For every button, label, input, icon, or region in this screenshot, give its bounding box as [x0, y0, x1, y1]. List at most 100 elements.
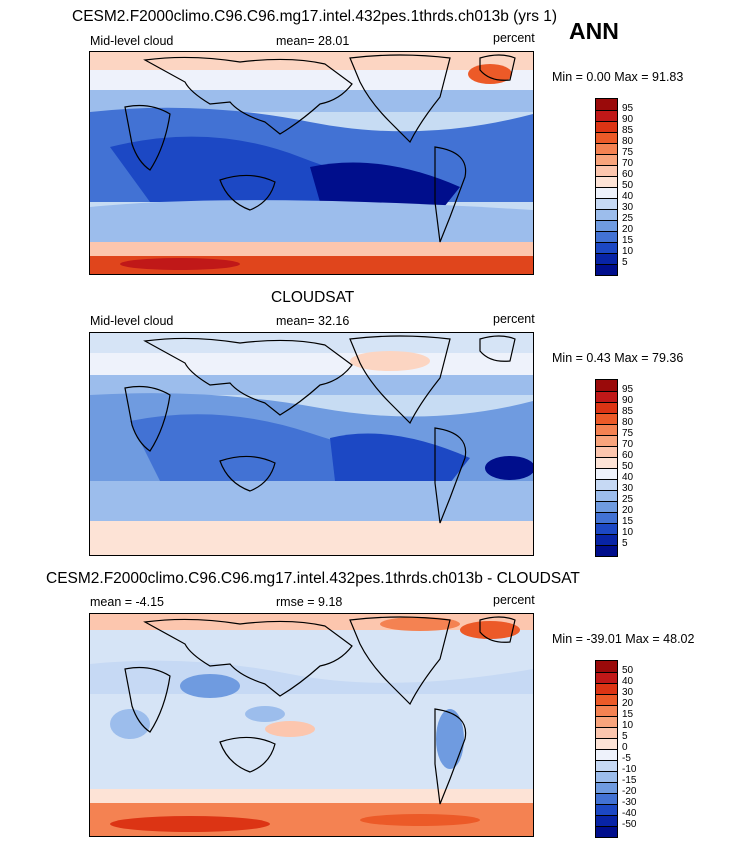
- colorbar-label: -15: [622, 775, 637, 786]
- panel2-colorbar: [595, 379, 618, 557]
- colorbar-swatch: [596, 121, 617, 132]
- colorbar-label: -30: [622, 797, 637, 808]
- colorbar-label: 60: [622, 450, 634, 461]
- colorbar-label: 30: [622, 687, 634, 698]
- colorbar-label: 40: [622, 191, 634, 202]
- panel3-colorbar: [595, 660, 618, 838]
- colorbar-label: 95: [622, 384, 634, 395]
- colorbar-swatch: [596, 826, 617, 837]
- colorbar-swatch: [596, 446, 617, 457]
- colorbar-label: -20: [622, 786, 637, 797]
- colorbar-swatch: [596, 143, 617, 154]
- colorbar-label: 15: [622, 235, 634, 246]
- colorbar-swatch: [596, 110, 617, 121]
- colorbar-label: 5: [622, 731, 628, 742]
- colorbar-swatch: [596, 804, 617, 815]
- colorbar-swatch: [596, 99, 617, 110]
- colorbar-swatch: [596, 435, 617, 446]
- colorbar-swatch: [596, 468, 617, 479]
- colorbar-swatch: [596, 176, 617, 187]
- colorbar-swatch: [596, 132, 617, 143]
- panel2-map: [89, 332, 534, 556]
- colorbar-swatch: [596, 479, 617, 490]
- colorbar-label: 50: [622, 461, 634, 472]
- colorbar-label: 5: [622, 538, 628, 549]
- panel3-rmse: rmse = 9.18: [276, 595, 343, 609]
- colorbar-label: 10: [622, 527, 634, 538]
- colorbar-label: 15: [622, 516, 634, 527]
- colorbar-label: 30: [622, 202, 634, 213]
- colorbar-swatch: [596, 220, 617, 231]
- panel2-minmax: Min = 0.43 Max = 79.36: [552, 351, 684, 365]
- colorbar-swatch: [596, 209, 617, 220]
- colorbar-swatch: [596, 661, 617, 672]
- panel1-minmax: Min = 0.00 Max = 91.83: [552, 70, 684, 84]
- colorbar-label: 0: [622, 742, 628, 753]
- colorbar-label: 95: [622, 103, 634, 114]
- colorbar-label: 75: [622, 428, 634, 439]
- colorbar-swatch: [596, 165, 617, 176]
- colorbar-swatch: [596, 154, 617, 165]
- colorbar-swatch: [596, 231, 617, 242]
- colorbar-swatch: [596, 380, 617, 391]
- colorbar-label: 75: [622, 147, 634, 158]
- panel3-units: percent: [493, 593, 535, 607]
- panel1-variable-label: Mid-level cloud: [90, 34, 174, 48]
- colorbar-swatch: [596, 413, 617, 424]
- colorbar-swatch: [596, 716, 617, 727]
- colorbar-swatch: [596, 242, 617, 253]
- panel1-units: percent: [493, 31, 535, 45]
- colorbar-swatch: [596, 760, 617, 771]
- colorbar-swatch: [596, 187, 617, 198]
- colorbar-label: 80: [622, 417, 634, 428]
- colorbar-swatch: [596, 545, 617, 556]
- colorbar-swatch: [596, 198, 617, 209]
- colorbar-label: 40: [622, 472, 634, 483]
- colorbar-swatch: [596, 771, 617, 782]
- panel1-map: [89, 51, 534, 275]
- panel1-title: CESM2.F2000climo.C96.C96.mg17.intel.432p…: [72, 8, 558, 25]
- colorbar-swatch: [596, 391, 617, 402]
- colorbar-label: 25: [622, 213, 634, 224]
- colorbar-label: 40: [622, 676, 634, 687]
- colorbar-label: 90: [622, 395, 634, 406]
- colorbar-label: -5: [622, 753, 631, 764]
- colorbar-swatch: [596, 782, 617, 793]
- colorbar-swatch: [596, 727, 617, 738]
- colorbar-swatch: [596, 523, 617, 534]
- colorbar-label: -10: [622, 764, 637, 775]
- colorbar-swatch: [596, 683, 617, 694]
- colorbar-swatch: [596, 424, 617, 435]
- colorbar-label: -40: [622, 808, 637, 819]
- panel1-mean: mean= 28.01: [276, 34, 350, 48]
- colorbar-swatch: [596, 705, 617, 716]
- colorbar-swatch: [596, 490, 617, 501]
- colorbar-swatch: [596, 402, 617, 413]
- colorbar-label: 15: [622, 709, 634, 720]
- colorbar-swatch: [596, 457, 617, 468]
- colorbar-swatch: [596, 512, 617, 523]
- colorbar-label: 25: [622, 494, 634, 505]
- colorbar-swatch: [596, 501, 617, 512]
- panel3-map: [89, 613, 534, 837]
- colorbar-swatch: [596, 815, 617, 826]
- panel2-variable-label: Mid-level cloud: [90, 314, 174, 328]
- colorbar-label: 85: [622, 125, 634, 136]
- colorbar-swatch: [596, 738, 617, 749]
- colorbar-swatch: [596, 672, 617, 683]
- colorbar-label: 10: [622, 720, 634, 731]
- colorbar-label: 85: [622, 406, 634, 417]
- colorbar-label: 5: [622, 257, 628, 268]
- colorbar-swatch: [596, 793, 617, 804]
- panel3-mean: mean = -4.15: [90, 595, 165, 609]
- colorbar-swatch: [596, 264, 617, 275]
- colorbar-label: 90: [622, 114, 634, 125]
- colorbar-label: 70: [622, 158, 634, 169]
- colorbar-swatch: [596, 534, 617, 545]
- colorbar-label: 20: [622, 505, 634, 516]
- colorbar-swatch: [596, 694, 617, 705]
- colorbar-label: 50: [622, 665, 634, 676]
- colorbar-label: 20: [622, 224, 634, 235]
- panel2-title: CLOUDSAT: [271, 289, 355, 306]
- panel1-colorbar: [595, 98, 618, 276]
